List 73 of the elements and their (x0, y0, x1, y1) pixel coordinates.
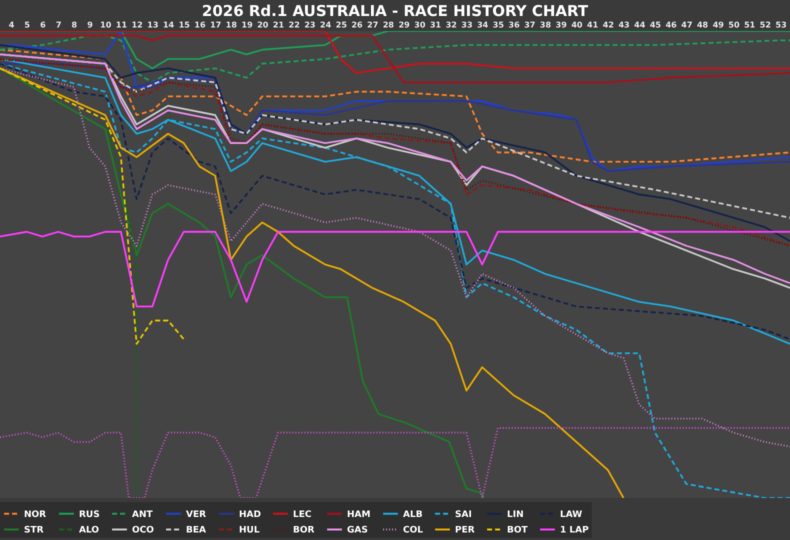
x-tick-label: 48 (696, 20, 709, 30)
x-tick-label: 30 (414, 20, 426, 30)
x-tick-label: 23 (304, 20, 316, 30)
x-tick-label: 41 (587, 20, 599, 30)
x-tick-label: 38 (540, 20, 552, 30)
legend-label: SAI (455, 510, 472, 520)
x-tick-label: 20 (257, 20, 269, 30)
x-tick-label: 22 (288, 20, 300, 30)
legend-label: ALB (403, 510, 423, 520)
x-tick-label: 14 (162, 20, 175, 30)
legend-label: HAD (239, 510, 261, 520)
legend-label: OCO (132, 526, 154, 536)
x-tick-label: 17 (210, 20, 222, 30)
legend-label: PER (455, 526, 475, 536)
x-tick-label: 28 (382, 20, 394, 30)
x-tick-label: 34 (477, 20, 489, 30)
x-tick-label: 43 (618, 20, 630, 30)
x-tick-label: 52 (760, 20, 771, 30)
x-tick-label: 13 (147, 20, 158, 30)
x-tick-label: 11 (116, 20, 128, 30)
x-tick-label: 39 (556, 20, 568, 30)
legend-label: COL (403, 526, 424, 536)
x-tick-label: 8 (72, 20, 78, 30)
legend-label: BOR (293, 526, 315, 536)
x-tick-label: 27 (367, 20, 378, 30)
legend-label: ANT (132, 510, 154, 520)
x-tick-label: 31 (430, 20, 442, 30)
legend-label: HUL (239, 526, 260, 536)
x-tick-label: 45 (650, 20, 662, 30)
x-tick-label: 29 (398, 20, 410, 30)
chart-title: 2026 Rd.1 AUSTRALIA - RACE HISTORY CHART (202, 2, 589, 20)
x-tick-label: 33 (461, 20, 473, 30)
x-tick-label: 19 (242, 20, 254, 30)
legend-label: LAW (560, 510, 582, 520)
x-tick-label: 4 (8, 20, 15, 30)
x-tick-label: 21 (272, 20, 284, 30)
x-tick-label: 26 (351, 20, 364, 30)
x-tick-label: 9 (87, 20, 94, 30)
legend-label: ALO (79, 526, 100, 536)
legend-label: GAS (347, 526, 368, 536)
legend-label: BOT (507, 526, 529, 536)
x-tick-label: 12 (132, 20, 143, 30)
x-tick-label: 32 (446, 20, 457, 30)
x-tick-label: 47 (681, 20, 692, 30)
legend-label: NOR (24, 510, 46, 520)
legend-label: STR (24, 526, 44, 536)
legend-label: BEA (186, 526, 206, 536)
legend-label: LIN (507, 510, 524, 520)
x-tick-label: 15 (178, 20, 190, 30)
x-tick-label: 40 (571, 20, 583, 30)
x-tick-label: 5 (24, 20, 30, 30)
x-tick-label: 51 (744, 20, 756, 30)
x-tick-label: 49 (712, 20, 724, 30)
legend-label: VER (186, 510, 206, 520)
x-tick-label: 44 (634, 20, 646, 30)
x-tick-label: 46 (666, 20, 678, 30)
x-tick-label: 6 (40, 20, 46, 30)
x-tick-label: 24 (320, 20, 332, 30)
x-tick-label: 10 (100, 20, 112, 30)
legend-label: LEC (293, 510, 312, 520)
x-tick-label: 35 (492, 20, 504, 30)
x-tick-label: 16 (194, 20, 206, 30)
x-tick-label: 37 (524, 20, 536, 30)
legend-label: 1 LAP (560, 526, 590, 536)
x-tick-label: 36 (508, 20, 520, 30)
legend-label: RUS (79, 510, 100, 520)
x-tick-label: 7 (56, 20, 62, 30)
legend-label: HAM (347, 510, 370, 520)
x-tick-label: 18 (226, 20, 238, 30)
x-tick-label: 53 (776, 20, 787, 30)
x-tick-label: 42 (602, 20, 614, 30)
x-tick-label: 25 (336, 20, 348, 30)
x-tick-label: 50 (728, 20, 740, 30)
